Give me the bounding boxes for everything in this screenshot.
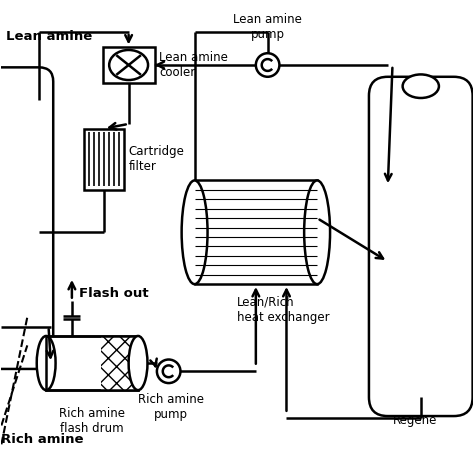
Ellipse shape bbox=[36, 336, 55, 390]
FancyBboxPatch shape bbox=[0, 67, 53, 369]
Text: Rich amine
pump: Rich amine pump bbox=[138, 392, 204, 420]
Bar bbox=[103, 47, 155, 82]
Text: Rich amine: Rich amine bbox=[1, 433, 84, 446]
Bar bbox=[46, 336, 138, 390]
Text: Lean amine
cooler: Lean amine cooler bbox=[159, 51, 228, 79]
Bar bbox=[195, 181, 317, 284]
Ellipse shape bbox=[182, 181, 208, 284]
Text: Lean/Rich
heat exchanger: Lean/Rich heat exchanger bbox=[237, 296, 329, 324]
Ellipse shape bbox=[128, 336, 147, 390]
Ellipse shape bbox=[304, 181, 330, 284]
Text: Lean amine: Lean amine bbox=[6, 30, 92, 43]
Bar bbox=[101, 336, 138, 390]
FancyBboxPatch shape bbox=[369, 77, 473, 416]
Text: Cartridge
filter: Cartridge filter bbox=[128, 145, 184, 173]
Text: Rich amine
flash drum: Rich amine flash drum bbox=[59, 407, 125, 435]
Ellipse shape bbox=[402, 74, 439, 98]
Text: Lean amine
pump: Lean amine pump bbox=[233, 13, 302, 41]
Bar bbox=[46, 336, 138, 390]
Text: Flash out: Flash out bbox=[79, 287, 149, 300]
Text: Regene: Regene bbox=[392, 414, 437, 427]
Bar bbox=[84, 128, 124, 190]
